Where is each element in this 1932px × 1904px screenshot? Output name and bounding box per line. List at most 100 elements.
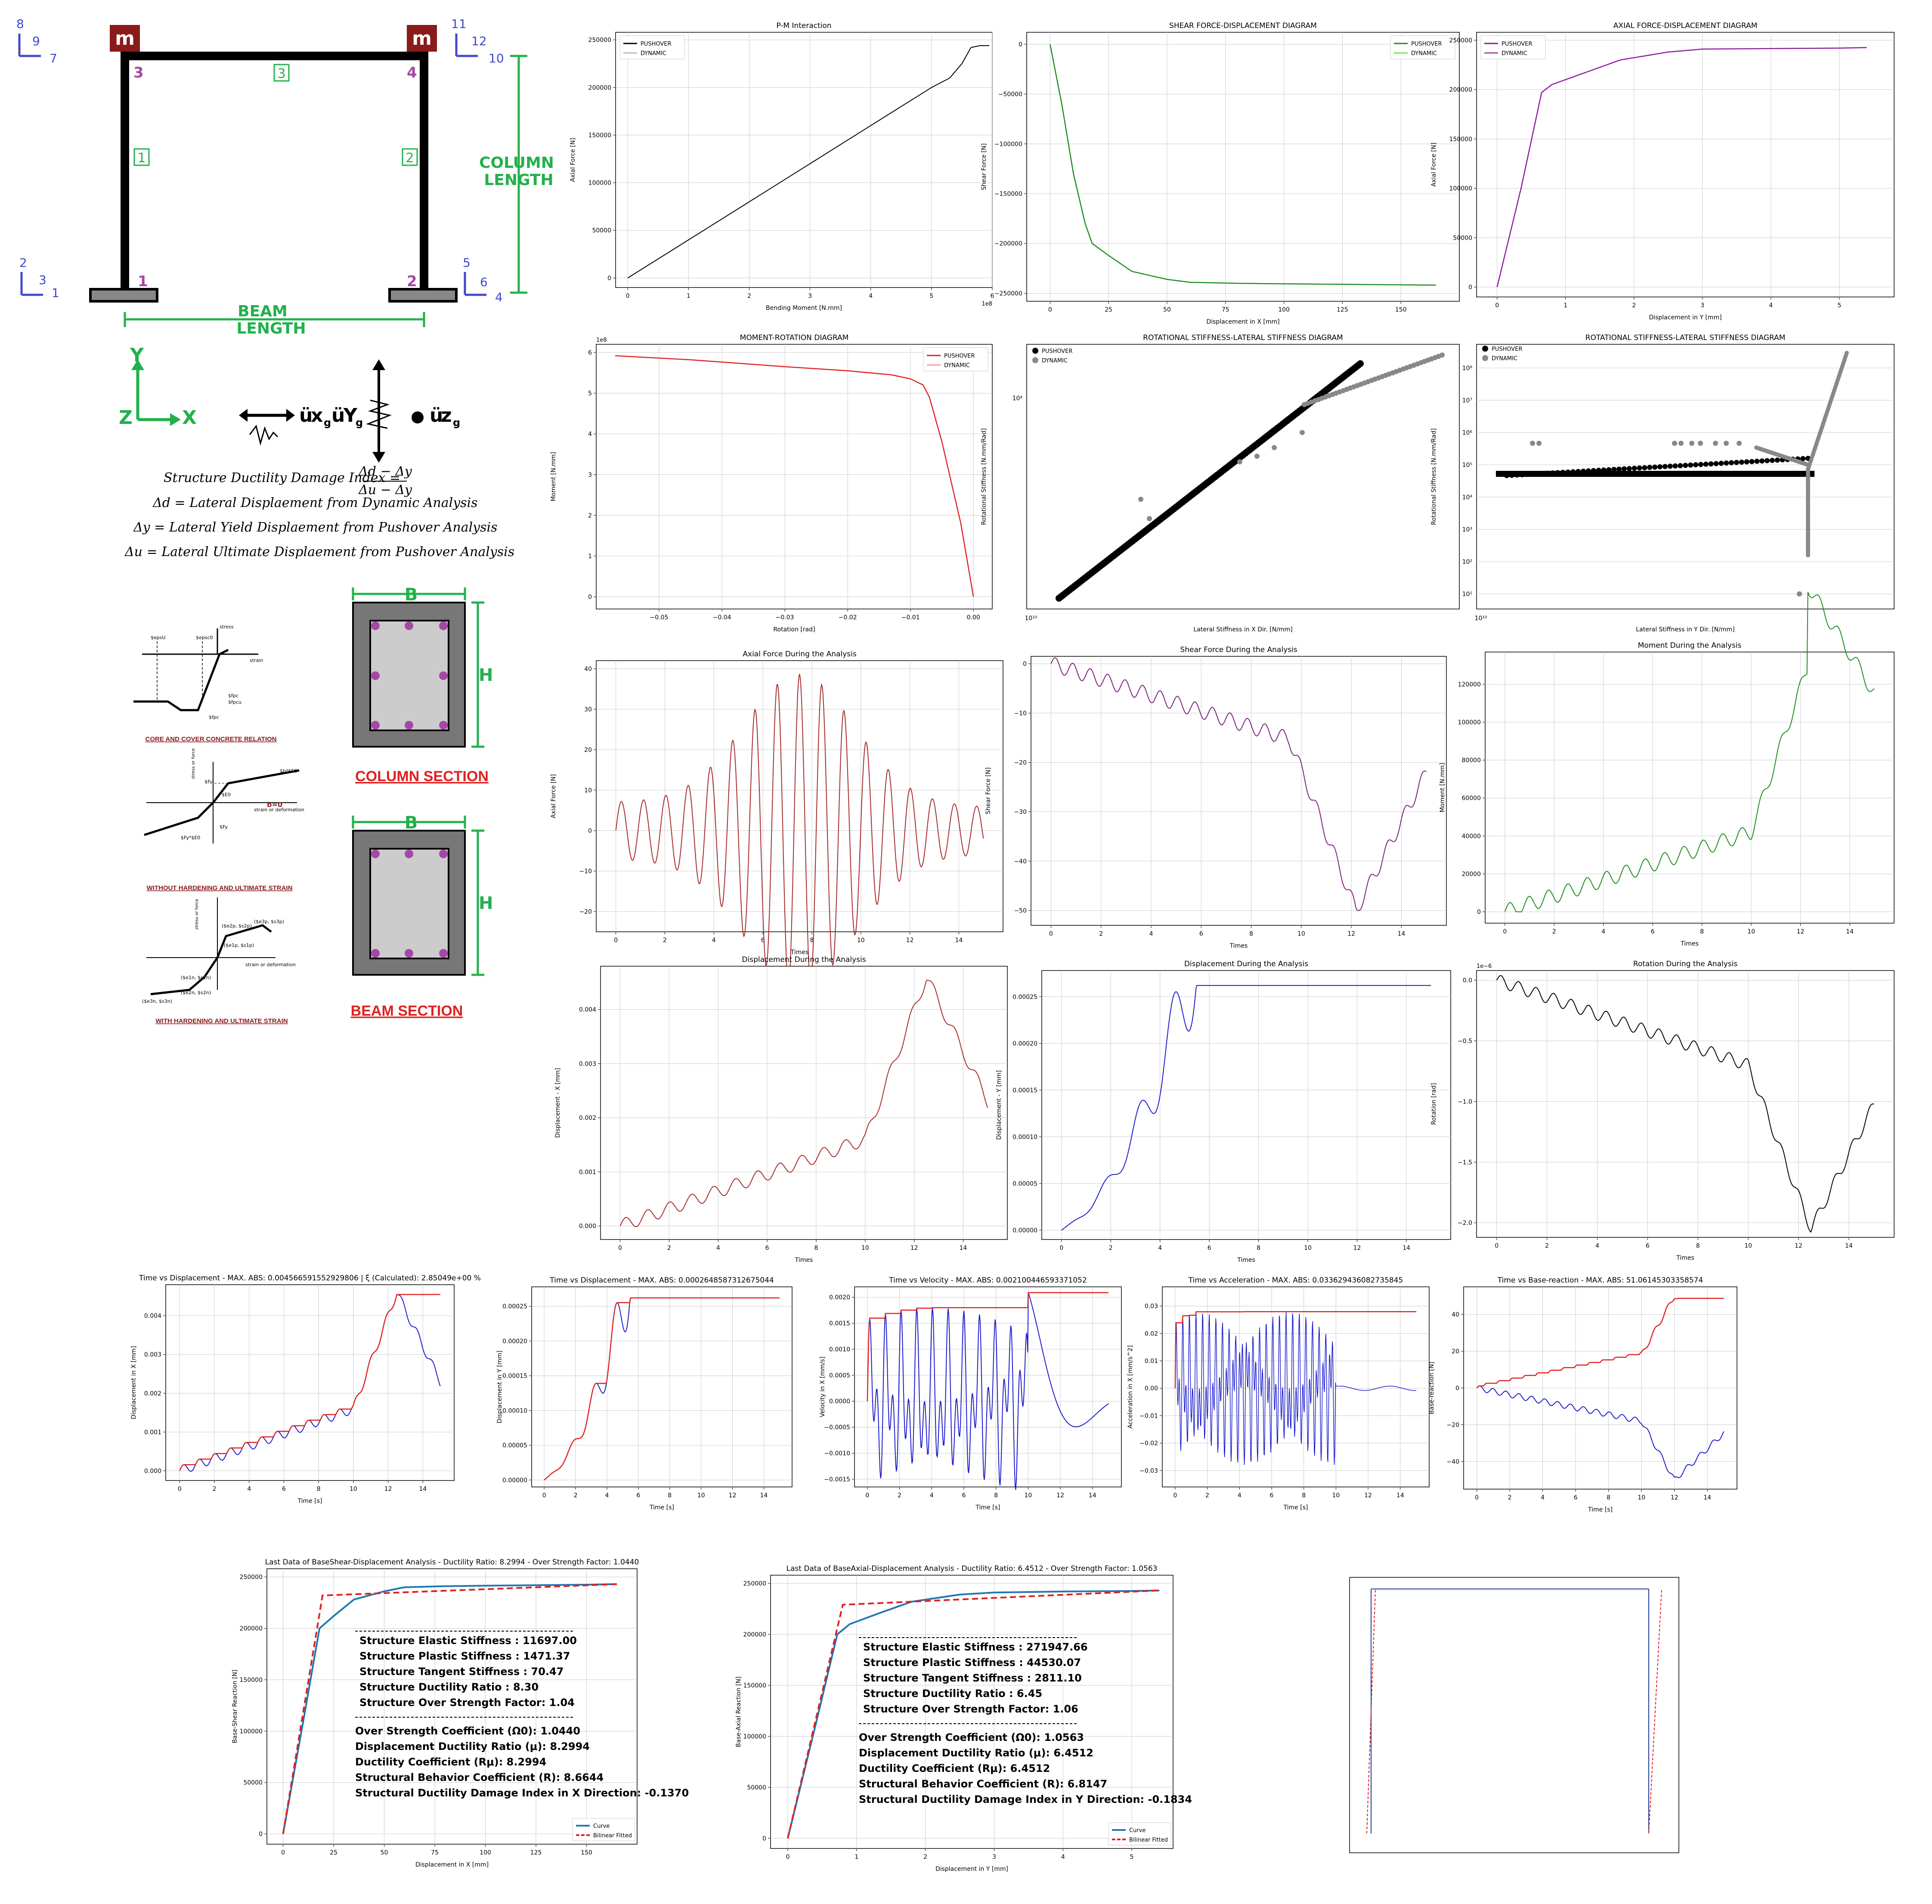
svg-text:ü: ü — [430, 405, 443, 427]
pushover-point — [1535, 471, 1540, 476]
pushover-point — [1509, 473, 1514, 478]
tick-label: 250000 — [743, 1580, 766, 1587]
tick-label: 12 — [384, 1486, 392, 1493]
tick-label: 80000 — [1461, 757, 1481, 764]
axis-y-label: Y — [130, 344, 144, 366]
tick-label: 0 — [1477, 909, 1481, 916]
legend-marker — [1032, 357, 1038, 363]
tick-label: −50000 — [998, 91, 1022, 98]
tick-label: 10 — [697, 1492, 705, 1499]
dynamic-point — [1237, 459, 1242, 464]
series-line — [1174, 1311, 1417, 1388]
svg-text:LENGTH: LENGTH — [236, 320, 306, 337]
pushover-point — [1580, 468, 1586, 474]
y-axis-label: Axial Force [N] — [1430, 142, 1437, 186]
tick-label: 100000 — [1458, 719, 1481, 726]
tick-label: 8 — [814, 1245, 818, 1252]
tick-label: 25 — [330, 1849, 337, 1856]
chart-title: P-M Interaction — [776, 22, 831, 30]
pushover-point — [1626, 466, 1632, 471]
dynamic-point — [1536, 441, 1542, 446]
x-axis-label: Rotation [rad] — [773, 626, 815, 633]
x-axis-label: Bending Moment [N.mm] — [766, 305, 842, 312]
svg-text:$fpc: $fpc — [209, 714, 219, 720]
tick-label: 10 — [861, 1245, 869, 1252]
plot-area — [1026, 32, 1460, 302]
plot-area — [854, 1286, 1122, 1487]
tick-label: 4 — [930, 1492, 934, 1499]
annotation-line: Over Strength Coefficient (Ω0): 1.0440 — [355, 1725, 580, 1737]
tick-label: 0.004 — [579, 1007, 596, 1014]
pushover-point — [1596, 467, 1601, 473]
svg-text:($e1p, $s1p): ($e1p, $s1p) — [224, 943, 254, 948]
tick-label: −150000 — [994, 191, 1022, 198]
tick-label: 10² — [1462, 559, 1472, 566]
chart-title: SHEAR FORCE-DISPLACEMENT DIAGRAM — [1169, 22, 1317, 30]
tick-label: 8 — [1700, 928, 1704, 935]
chart-rsx: ROTATIONAL STIFFNESS-LATERAL STIFFNESS D… — [981, 334, 1460, 633]
tick-label: −10 — [1014, 710, 1027, 717]
annotation-line: Displacement Ductility Ratio (μ): 6.4512 — [859, 1747, 1093, 1759]
tick-label: 10⁶ — [1462, 430, 1473, 436]
pushover-point — [1504, 473, 1509, 478]
tick-label: 10¹⁰ — [1474, 615, 1487, 622]
tick-label: 200000 — [588, 84, 611, 91]
dof-4: 4 — [495, 290, 503, 304]
tick-label: 0.02 — [1145, 1330, 1158, 1337]
tick-label: 0.00025 — [502, 1303, 527, 1310]
tick-label: 50000 — [243, 1780, 263, 1787]
tick-label: 0.001 — [579, 1169, 596, 1176]
svg-text:g: g — [324, 417, 331, 429]
tick-label: 30 — [584, 706, 592, 713]
tick-label: 10 — [1304, 1245, 1312, 1252]
dynamic-point — [1713, 441, 1718, 446]
tick-label: 6 — [588, 349, 592, 356]
legend-entry: DYNAMIC — [641, 50, 666, 57]
annotation-line: Structural Ductility Damage Index in X D… — [355, 1787, 689, 1799]
tick-label: 10 — [1024, 1492, 1032, 1499]
pushover-point — [1713, 461, 1719, 467]
frame-schematic: m m 1 2 3 4 1 2 3 1 2 3 4 5 6 7 8 9 10 1… — [16, 17, 554, 559]
tick-label: 0.0000 — [829, 1398, 850, 1405]
series-line — [1476, 1385, 1725, 1478]
element-1: 1 — [137, 151, 146, 166]
chart-title: Last Data of BaseShear-Displacement Anal… — [265, 1558, 639, 1567]
tick-label: 10 — [1744, 1243, 1752, 1249]
pushover-point — [1519, 472, 1525, 477]
pushover-line — [627, 45, 989, 278]
tick-label: 0.00005 — [1012, 1181, 1037, 1187]
tick-label: 4 — [1601, 928, 1605, 935]
mass-left — [110, 25, 140, 52]
pushover-point — [1585, 468, 1591, 474]
annotation-line: Structure Elastic Stiffness : 11697.00 — [359, 1635, 577, 1647]
tick-label: 100 — [480, 1849, 491, 1856]
tick-label: 0.0020 — [829, 1294, 850, 1301]
tick-label: 0 — [865, 1492, 869, 1499]
tick-label: −10 — [579, 868, 592, 875]
tick-label: 2 — [1099, 930, 1103, 937]
column-length-label: COLUMN — [479, 154, 554, 172]
tick-label: 10 — [584, 787, 592, 794]
dof-3: 3 — [39, 273, 46, 287]
tick-label: 40000 — [1461, 833, 1481, 840]
y-axis-label: Axial Force [N] — [570, 138, 576, 182]
tick-label: 50 — [1163, 306, 1171, 313]
plot-area — [1162, 1286, 1430, 1487]
tick-label: 0 — [1495, 1243, 1499, 1249]
tick-label: 14 — [760, 1492, 768, 1499]
chart-title: Shear Force During the Analysis — [1180, 646, 1297, 654]
tick-label: −2.0 — [1458, 1220, 1472, 1227]
dof-7: 7 — [50, 51, 57, 65]
tick-label: 10 — [350, 1486, 357, 1493]
tick-label: 8 — [1607, 1494, 1610, 1501]
pushover-point — [1606, 467, 1612, 473]
pushover-line — [1050, 44, 1436, 286]
plot-area — [596, 344, 993, 609]
tick-label: 1 — [855, 1854, 858, 1861]
tick-label: −0.5 — [1458, 1038, 1472, 1045]
tick-label: 4 — [1238, 1492, 1242, 1499]
annotation-line: Structure Elastic Stiffness : 271947.66 — [863, 1641, 1088, 1653]
plot-area — [770, 1575, 1173, 1849]
tick-label: 4 — [1061, 1854, 1065, 1861]
svg-text:$epsc0: $epsc0 — [196, 635, 213, 640]
